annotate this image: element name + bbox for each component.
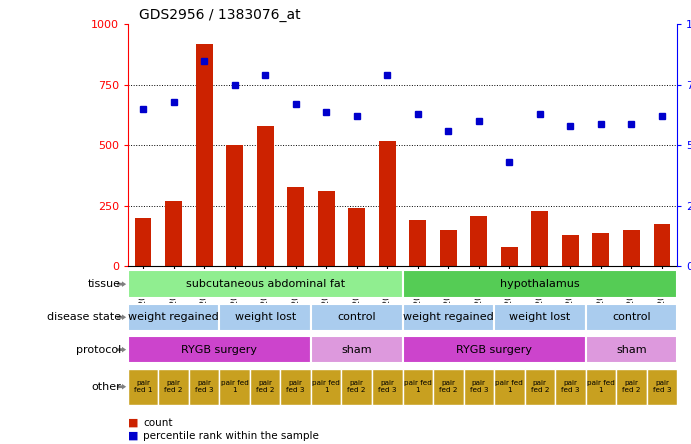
Bar [348, 208, 365, 266]
Bar [562, 235, 579, 266]
Text: ■: ■ [128, 418, 138, 428]
Text: pair
fed 3: pair fed 3 [561, 380, 580, 393]
Text: pair
fed 2: pair fed 2 [256, 380, 274, 393]
Text: pair
fed 3: pair fed 3 [470, 380, 488, 393]
Bar [372, 369, 402, 404]
Bar [585, 369, 616, 404]
Text: other: other [91, 382, 121, 392]
Bar [501, 247, 518, 266]
Bar [433, 369, 464, 404]
Text: count: count [143, 418, 173, 428]
Text: pair fed
1: pair fed 1 [312, 380, 340, 393]
Bar [189, 369, 219, 404]
Bar [257, 126, 274, 266]
Text: ■: ■ [128, 431, 138, 441]
Bar [311, 304, 402, 331]
Bar [585, 304, 677, 331]
Text: RYGB surgery: RYGB surgery [182, 345, 257, 355]
Text: percentile rank within the sample: percentile rank within the sample [143, 431, 319, 441]
Bar [379, 141, 396, 266]
Bar [524, 369, 555, 404]
Text: pair
fed 2: pair fed 2 [348, 380, 366, 393]
Bar [616, 369, 647, 404]
Text: RYGB surgery: RYGB surgery [456, 345, 532, 355]
Bar [402, 336, 585, 363]
Text: control: control [337, 312, 376, 322]
Text: hypothalamus: hypothalamus [500, 279, 580, 289]
Bar [318, 191, 334, 266]
Bar [311, 336, 402, 363]
Text: pair fed
1: pair fed 1 [495, 380, 523, 393]
Bar [654, 224, 670, 266]
Text: pair
fed 3: pair fed 3 [378, 380, 397, 393]
Text: protocol: protocol [76, 345, 121, 355]
Text: weight regained: weight regained [129, 312, 219, 322]
Bar [494, 304, 585, 331]
Bar [464, 369, 494, 404]
Bar [471, 216, 487, 266]
Text: control: control [612, 312, 651, 322]
Bar [158, 369, 189, 404]
Text: pair
fed 2: pair fed 2 [439, 380, 457, 393]
Text: pair fed
1: pair fed 1 [587, 380, 615, 393]
Text: pair fed
1: pair fed 1 [220, 380, 249, 393]
Bar [128, 304, 219, 331]
Bar [402, 270, 677, 298]
Bar [555, 369, 585, 404]
Bar [165, 201, 182, 266]
Bar [585, 336, 677, 363]
Bar [311, 369, 341, 404]
Text: pair
fed 3: pair fed 3 [195, 380, 214, 393]
Bar [341, 369, 372, 404]
Bar [623, 230, 640, 266]
Bar [128, 369, 158, 404]
Bar [219, 304, 311, 331]
Text: pair
fed 2: pair fed 2 [622, 380, 641, 393]
Text: pair
fed 2: pair fed 2 [531, 380, 549, 393]
Bar [402, 369, 433, 404]
Bar [135, 218, 151, 266]
Bar [281, 369, 311, 404]
Text: weight regained: weight regained [403, 312, 493, 322]
Text: weight lost: weight lost [509, 312, 571, 322]
Text: weight lost: weight lost [234, 312, 296, 322]
Bar [592, 233, 609, 266]
Text: pair
fed 3: pair fed 3 [653, 380, 671, 393]
Bar [226, 146, 243, 266]
Bar [128, 270, 402, 298]
Bar [219, 369, 250, 404]
Bar [402, 304, 494, 331]
Bar [128, 336, 311, 363]
Bar [647, 369, 677, 404]
Text: sham: sham [616, 345, 647, 355]
Text: sham: sham [341, 345, 372, 355]
Bar [250, 369, 281, 404]
Bar [494, 369, 524, 404]
Text: GDS2956 / 1383076_at: GDS2956 / 1383076_at [139, 8, 301, 22]
Bar [287, 186, 304, 266]
Text: subcutaneous abdominal fat: subcutaneous abdominal fat [186, 279, 345, 289]
Text: pair
fed 3: pair fed 3 [287, 380, 305, 393]
Bar [409, 220, 426, 266]
Bar [531, 211, 548, 266]
Bar [196, 44, 213, 266]
Text: tissue: tissue [88, 279, 121, 289]
Text: pair fed
1: pair fed 1 [404, 380, 432, 393]
Bar [440, 230, 457, 266]
Text: pair
fed 1: pair fed 1 [134, 380, 152, 393]
Text: pair
fed 2: pair fed 2 [164, 380, 183, 393]
Text: disease state: disease state [47, 312, 121, 322]
